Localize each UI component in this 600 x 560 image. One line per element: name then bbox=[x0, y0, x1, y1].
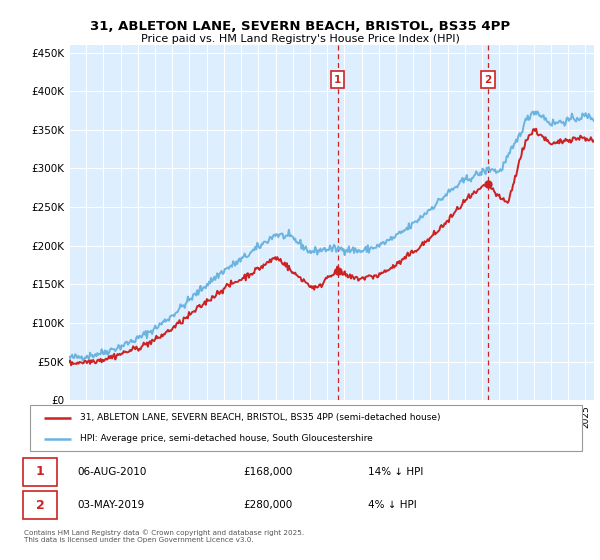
Text: 06-AUG-2010: 06-AUG-2010 bbox=[77, 467, 146, 477]
Text: HPI: Average price, semi-detached house, South Gloucestershire: HPI: Average price, semi-detached house,… bbox=[80, 435, 373, 444]
Text: 2: 2 bbox=[35, 499, 44, 512]
Text: 2: 2 bbox=[484, 74, 491, 85]
Text: 03-MAY-2019: 03-MAY-2019 bbox=[77, 501, 145, 510]
Text: 31, ABLETON LANE, SEVERN BEACH, BRISTOL, BS35 4PP: 31, ABLETON LANE, SEVERN BEACH, BRISTOL,… bbox=[90, 20, 510, 32]
Text: Contains HM Land Registry data © Crown copyright and database right 2025.
This d: Contains HM Land Registry data © Crown c… bbox=[24, 529, 304, 543]
FancyBboxPatch shape bbox=[23, 492, 58, 520]
Text: 1: 1 bbox=[35, 465, 44, 478]
Text: 14% ↓ HPI: 14% ↓ HPI bbox=[368, 467, 423, 477]
Text: Price paid vs. HM Land Registry's House Price Index (HPI): Price paid vs. HM Land Registry's House … bbox=[140, 34, 460, 44]
FancyBboxPatch shape bbox=[30, 405, 582, 451]
FancyBboxPatch shape bbox=[23, 458, 58, 486]
Text: 1: 1 bbox=[334, 74, 341, 85]
Text: 4% ↓ HPI: 4% ↓ HPI bbox=[368, 501, 416, 510]
Text: £168,000: £168,000 bbox=[244, 467, 293, 477]
Text: £280,000: £280,000 bbox=[244, 501, 293, 510]
Text: 31, ABLETON LANE, SEVERN BEACH, BRISTOL, BS35 4PP (semi-detached house): 31, ABLETON LANE, SEVERN BEACH, BRISTOL,… bbox=[80, 413, 440, 422]
